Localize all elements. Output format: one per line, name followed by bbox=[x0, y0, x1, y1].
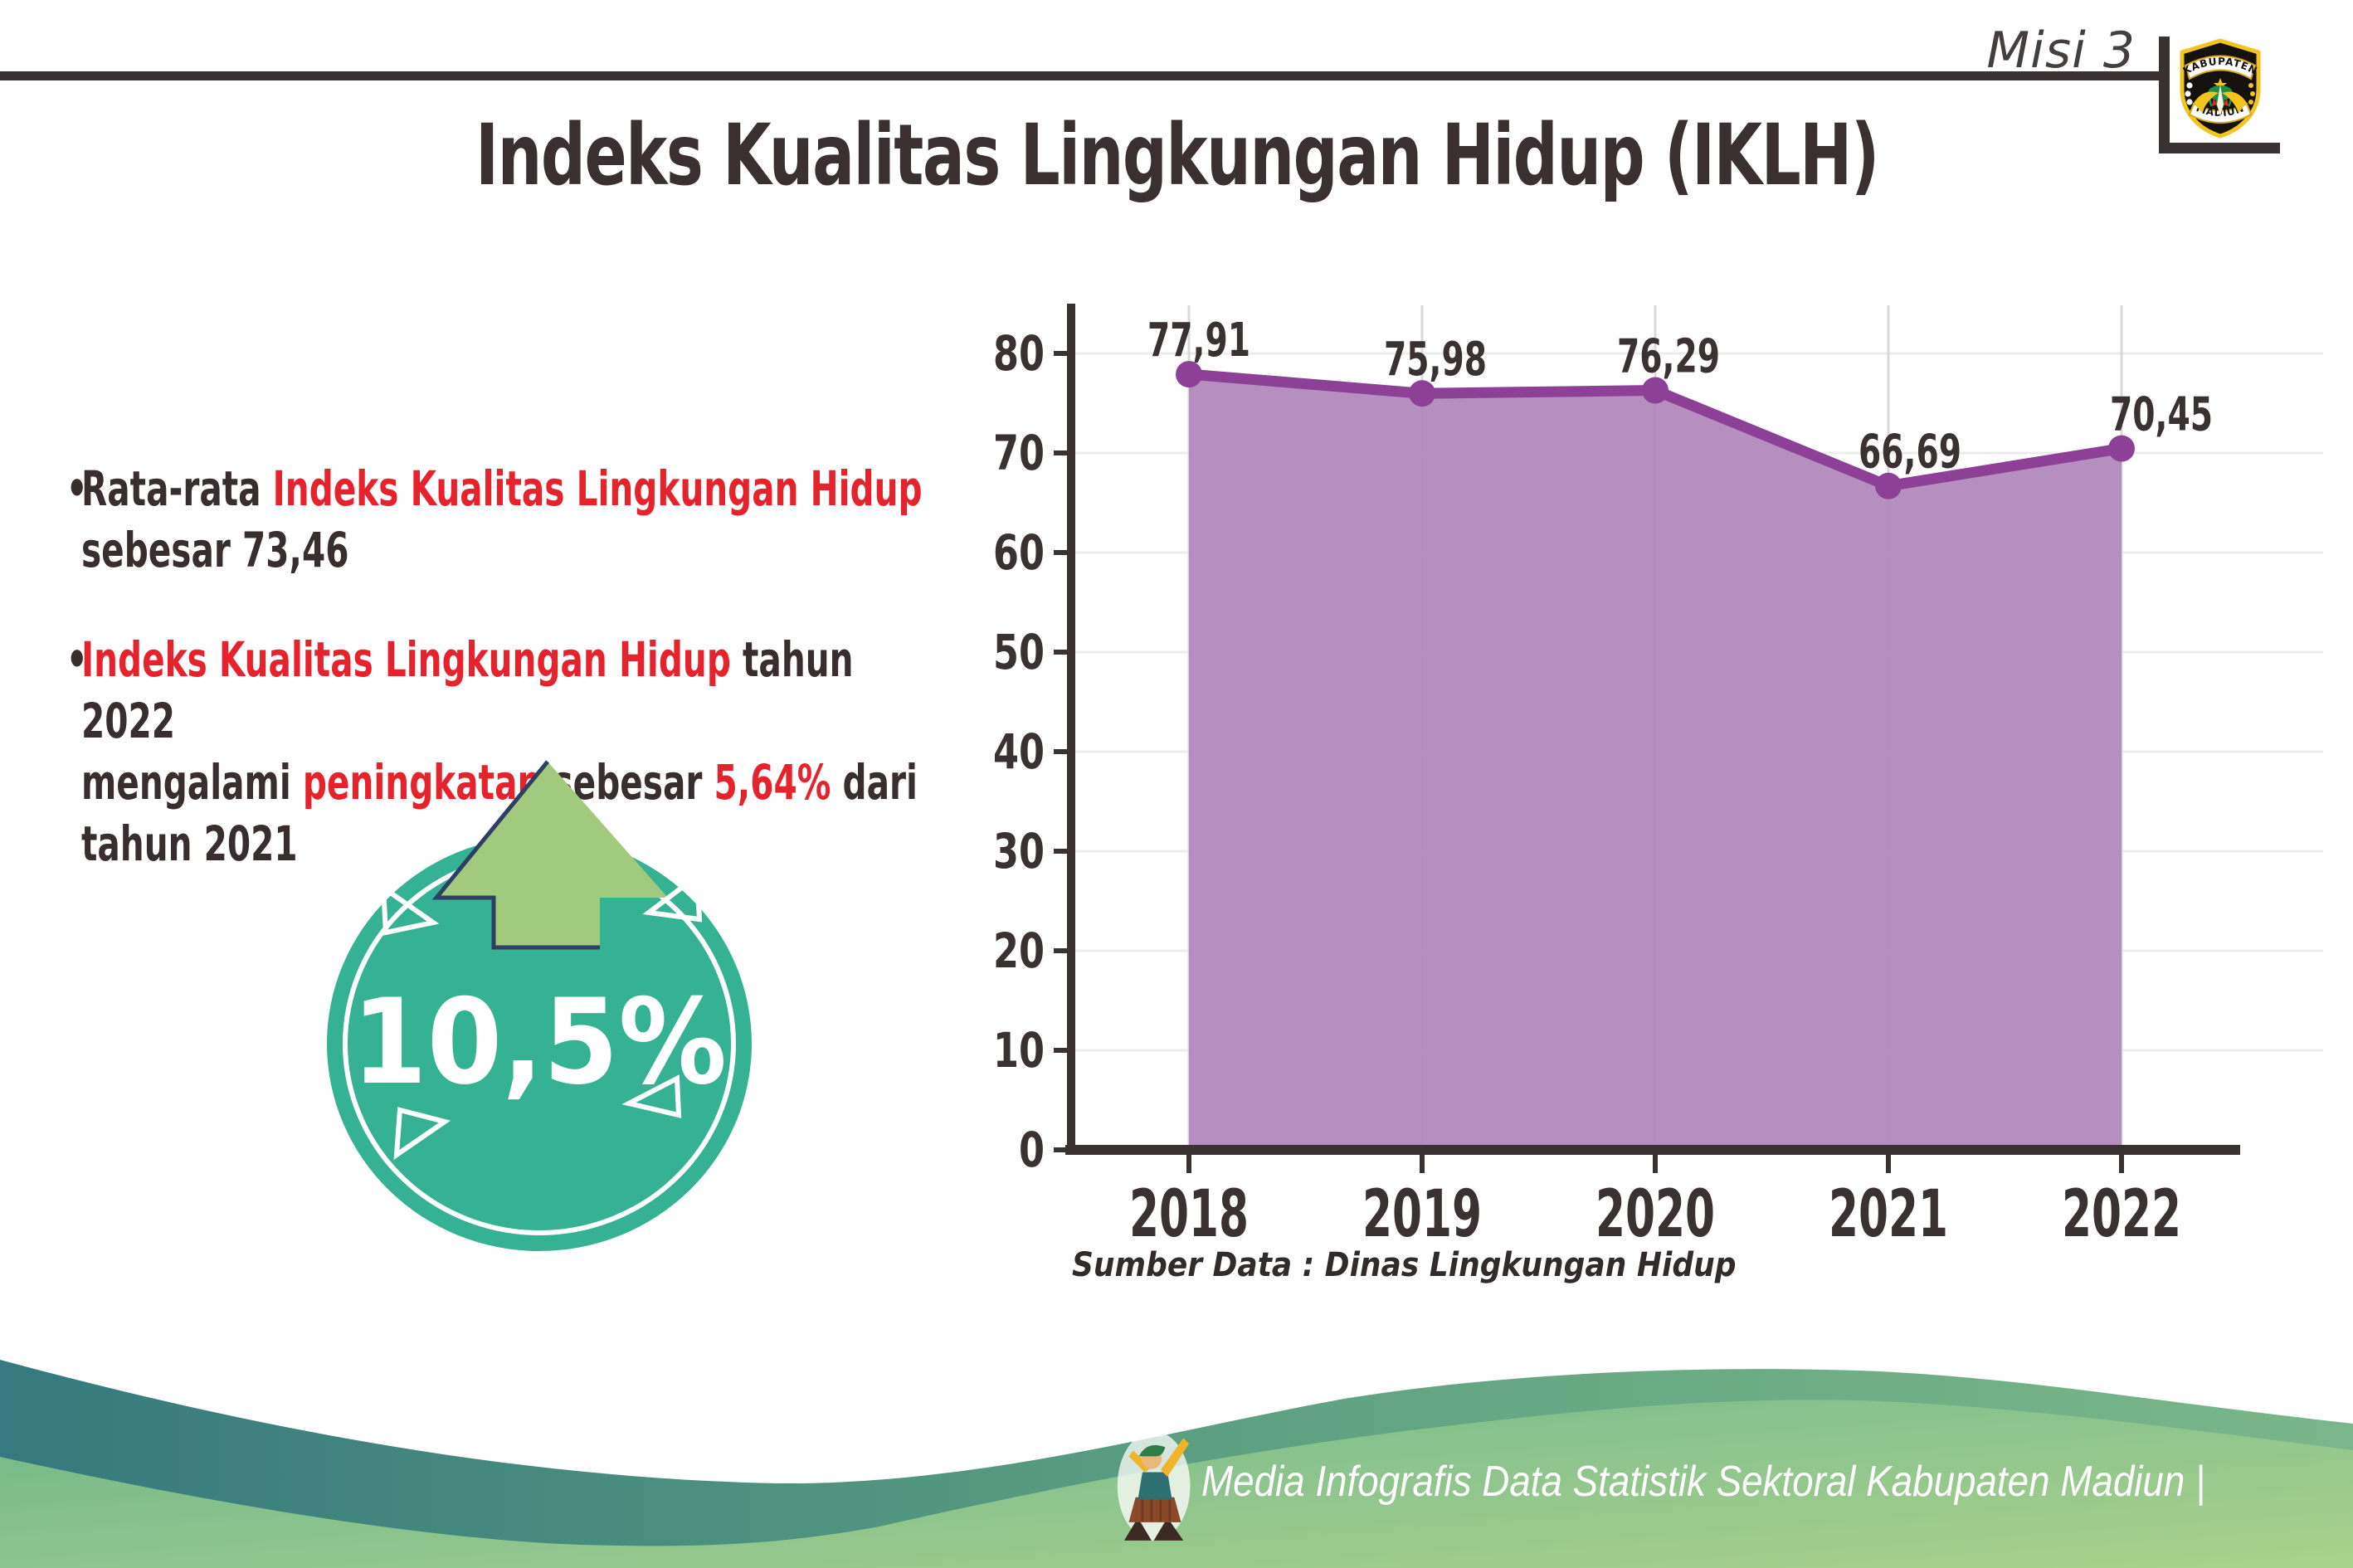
y-tick-label: 80 bbox=[993, 325, 1045, 382]
year-label: 2021 bbox=[1829, 1177, 1948, 1252]
misi-label: Misi 3 bbox=[1986, 22, 2136, 80]
logo-cotton-2 bbox=[2185, 90, 2191, 97]
data-point bbox=[1875, 472, 1902, 499]
y-tick bbox=[1054, 650, 1067, 655]
bullet-text: dari tahun 2021 bbox=[81, 754, 918, 872]
logo-rice-2 bbox=[2250, 91, 2255, 96]
y-tick-label: 40 bbox=[993, 723, 1045, 780]
y-tick bbox=[1054, 1147, 1067, 1152]
x-tick bbox=[1186, 1155, 1191, 1173]
bullet-text: tahun 2022 mengalami bbox=[81, 631, 854, 811]
data-point bbox=[1409, 380, 1435, 407]
mascot-beret bbox=[1138, 1444, 1166, 1457]
x-tick bbox=[1653, 1155, 1658, 1173]
page-title: Indeks Kualitas Lingkungan Hidup (IKLH) bbox=[475, 106, 1879, 205]
y-tick bbox=[1054, 1048, 1067, 1053]
mascot-leg-left bbox=[1123, 1517, 1152, 1541]
bullet-text: Rata-rata bbox=[81, 460, 273, 517]
badge-circle bbox=[327, 836, 752, 1251]
mascot-leg-right bbox=[1153, 1517, 1184, 1541]
increase-badge: 10,5% bbox=[327, 760, 752, 1251]
point-label: 66,69 bbox=[1859, 426, 1961, 480]
data-point bbox=[1642, 377, 1669, 404]
logo-wing-right-icon bbox=[2222, 91, 2247, 113]
year-label: 2019 bbox=[1362, 1177, 1482, 1252]
footer-caption: Media Infografis Data Statistik Sektoral… bbox=[1201, 1458, 2205, 1506]
data-source-note: Sumber Data : Dinas Lingkungan Hidup bbox=[1072, 1246, 1737, 1284]
key-findings-list: • Rata-rata Indeks Kualitas Lingkungan Hi… bbox=[66, 458, 1314, 923]
y-tick bbox=[1054, 749, 1067, 754]
y-tick bbox=[1054, 948, 1067, 953]
y-tick-label: 0 bbox=[1019, 1122, 1045, 1178]
logo-wing-left-icon bbox=[2194, 91, 2219, 113]
sparkle-triangle-icon bbox=[393, 1107, 451, 1161]
y-tick bbox=[1054, 849, 1067, 854]
iklh-area-chart: 0 10 20 30 40 50 60 70 80 2018 2019 2020 2021 2022 77,… bbox=[993, 304, 2323, 1252]
logo-rice-3 bbox=[2248, 100, 2253, 105]
y-tick-label: 10 bbox=[993, 1022, 1045, 1079]
y-axis bbox=[1067, 304, 1075, 1155]
data-point bbox=[1176, 361, 1202, 388]
bullet-item-1: • Rata-rata Indeks Kualitas Lingkungan Hi… bbox=[66, 458, 952, 581]
logo-cotton-3 bbox=[2186, 99, 2193, 105]
x-tick bbox=[1886, 1155, 1891, 1173]
y-tick-label: 70 bbox=[993, 425, 1045, 481]
bullet-highlight: Indeks Kualitas Lingkungan Hidup bbox=[81, 631, 731, 688]
x-tick bbox=[2119, 1155, 2124, 1173]
point-label: 77,91 bbox=[1147, 314, 1250, 368]
bullet-text: sebesar 73,46 bbox=[81, 522, 349, 578]
logo-banner-top bbox=[2184, 55, 2257, 80]
sparkle-triangle-icon bbox=[380, 883, 440, 936]
logo-bracket-vertical bbox=[2159, 37, 2170, 153]
sparkle-triangle-icon bbox=[621, 1074, 682, 1118]
logo-rice-1 bbox=[2248, 83, 2253, 88]
x-tick bbox=[1420, 1155, 1425, 1173]
y-tick-label: 30 bbox=[993, 823, 1045, 879]
bullet-highlight: 5,64% bbox=[714, 754, 831, 811]
point-label: 75,98 bbox=[1384, 333, 1487, 387]
point-label: 70,45 bbox=[2110, 388, 2213, 442]
logo-tree-branches bbox=[2209, 92, 2232, 109]
mascot-arm-right bbox=[1160, 1438, 1190, 1478]
y-tick-label: 20 bbox=[993, 923, 1045, 979]
mascot-skirt-stripes bbox=[1141, 1498, 1172, 1522]
logo-bracket-horizontal bbox=[2159, 143, 2280, 153]
y-tick-label: 50 bbox=[993, 624, 1045, 680]
point-label: 76,29 bbox=[1617, 330, 1720, 384]
bullet-dot-icon: • bbox=[66, 631, 88, 688]
logo-flame-right bbox=[2224, 98, 2229, 106]
y-tick bbox=[1054, 550, 1067, 555]
x-axis bbox=[1065, 1145, 2240, 1155]
data-point bbox=[2108, 435, 2135, 462]
sparkle-triangle-icon bbox=[642, 871, 703, 923]
y-tick bbox=[1054, 351, 1067, 356]
increase-arrow-outline bbox=[431, 760, 600, 950]
logo-keris-icon bbox=[2217, 85, 2224, 116]
y-tick bbox=[1054, 450, 1067, 455]
kabupaten-madiun-logo: KABUPATEN MADIUN bbox=[2180, 38, 2261, 139]
year-label: 2018 bbox=[1129, 1177, 1249, 1252]
area-fill bbox=[1189, 374, 2122, 1151]
mascot-torso bbox=[1138, 1472, 1172, 1500]
bullet-highlight: peningkatan bbox=[302, 754, 542, 811]
mascot-skirt bbox=[1128, 1497, 1181, 1522]
mascot-icon bbox=[1117, 1431, 1191, 1541]
year-label: 2020 bbox=[1595, 1177, 1715, 1252]
logo-flame-left bbox=[2212, 98, 2217, 106]
badge-value: 10,5% bbox=[352, 974, 727, 1111]
year-label: 2022 bbox=[2062, 1177, 2181, 1252]
y-tick-label: 60 bbox=[993, 524, 1045, 581]
bullet-highlight: Indeks Kualitas Lingkungan Hidup bbox=[272, 460, 923, 517]
header-rule bbox=[0, 71, 2167, 80]
bullet-dot-icon: • bbox=[66, 460, 88, 517]
logo-cotton-1 bbox=[2186, 82, 2193, 89]
